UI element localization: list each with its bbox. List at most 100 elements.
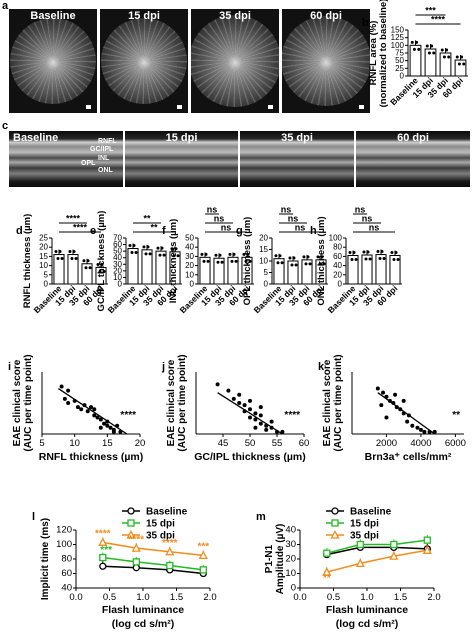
data-point	[108, 425, 113, 430]
data-point	[75, 405, 80, 410]
y-tick-label: 40	[333, 261, 342, 270]
x-tick-label: 0.5	[103, 592, 116, 603]
data-point	[99, 553, 107, 562]
data-point	[350, 257, 354, 261]
data-point	[98, 537, 108, 546]
y-tick-label: 50	[113, 247, 122, 256]
data-point	[356, 540, 364, 549]
x-tick-label: 60	[299, 438, 310, 449]
oct-image-baseline: Baseline RNFL GC/IPL INL OPL ONL	[9, 131, 123, 187]
image-label: 15 dpi	[128, 10, 160, 22]
y-tick-label: 40	[285, 525, 296, 536]
y-tick-label: 80	[333, 243, 342, 252]
data-point	[102, 269, 106, 273]
y-tick-label: 10	[285, 568, 296, 579]
data-point	[248, 259, 252, 263]
data-point	[237, 401, 242, 405]
x-tick-label: 4000	[410, 438, 431, 449]
data-point	[253, 425, 258, 430]
data-point	[378, 257, 382, 261]
data-point	[288, 256, 292, 260]
image-label: 60 dpi	[310, 10, 342, 22]
data-point	[331, 507, 339, 515]
x-tick-label: 2.0	[427, 592, 440, 603]
data-point	[375, 386, 380, 391]
y-tick-label: 20	[113, 266, 122, 275]
x-tick-label: 50	[245, 438, 256, 449]
data-point	[132, 564, 140, 572]
x-tick-label: 2.0	[203, 592, 216, 603]
image-label: 15 dpi	[165, 132, 198, 144]
data-point	[258, 421, 263, 426]
data-point	[144, 252, 148, 256]
fundus-retina	[10, 18, 96, 104]
data-point	[228, 252, 232, 256]
y-tick-label: 0	[44, 280, 49, 289]
x-tick-label: 0.5	[327, 592, 340, 603]
scale-bar	[86, 105, 91, 109]
data-point	[322, 567, 332, 576]
y-tick-label: 50	[395, 56, 404, 65]
data-point	[176, 254, 180, 258]
data-point	[220, 260, 224, 264]
x-axis-title: Flash luminance	[102, 604, 184, 616]
chart-j: j 45 50 55 60 **** GC/IPL thickness (µm) EAE cl…	[161, 354, 309, 463]
data-point	[390, 540, 398, 549]
data-point	[323, 549, 331, 557]
fundus-image-35dpi: 35 dpi	[191, 9, 279, 113]
y-tick-label: 40	[61, 583, 72, 594]
panel-letter: e	[90, 225, 96, 237]
data-point	[427, 51, 431, 55]
y-tick-label: 20	[185, 261, 194, 270]
data-point	[98, 417, 103, 422]
data-point	[354, 257, 358, 261]
significance-label: ns	[355, 205, 366, 215]
fundus-retina	[191, 15, 279, 107]
legend-label: 35 dpi	[350, 531, 379, 542]
panel-letter: g	[236, 225, 243, 237]
data-point	[381, 390, 386, 395]
y-tick-label: 120	[56, 525, 72, 536]
data-point	[355, 558, 365, 567]
data-point	[417, 47, 421, 51]
panel-letter: b	[362, 17, 369, 29]
panel-letter: m	[256, 511, 266, 523]
layer-label-onl: ONL	[98, 167, 113, 174]
fundus-image-60dpi: 60 dpi	[282, 9, 370, 113]
data-point	[148, 252, 152, 256]
data-point	[330, 530, 340, 539]
y-tick-label: 5	[264, 268, 269, 277]
x-tick-label: 55	[272, 438, 283, 449]
data-point	[216, 260, 220, 264]
data-point	[269, 419, 274, 424]
x-tick-label: 1.0	[360, 592, 373, 603]
x-tick-label: 1.5	[394, 592, 407, 603]
y-axis-title-2: (AUC per time point)	[23, 354, 34, 451]
data-point	[85, 409, 90, 414]
data-point	[79, 407, 84, 412]
data-point	[111, 429, 116, 434]
data-point	[59, 384, 64, 389]
bar	[454, 59, 467, 77]
y-axis-title: OPL thickness (µm)	[242, 217, 253, 306]
y-tick-label: 60	[61, 568, 72, 579]
layer-label-gcipl: GC/IPL	[90, 146, 114, 153]
data-point	[432, 51, 436, 55]
data-point	[74, 257, 78, 261]
y-tick-label: 80	[61, 554, 72, 565]
y-tick-label: 0	[118, 280, 123, 289]
x-axis-title: RNFL thickness (µm)	[39, 451, 143, 463]
data-point	[348, 250, 352, 254]
significance-label: ns	[221, 223, 232, 233]
y-axis-title-2: (normalized to baseline)	[378, 0, 389, 107]
y-axis-title-2: Amplitude (µV)	[275, 524, 286, 595]
significance-label: **	[143, 214, 151, 224]
data-point	[170, 247, 174, 251]
x-tick-label: 1.0	[136, 592, 149, 603]
panel-letter: f	[162, 225, 166, 237]
data-point	[280, 261, 284, 265]
series-line	[326, 546, 428, 556]
